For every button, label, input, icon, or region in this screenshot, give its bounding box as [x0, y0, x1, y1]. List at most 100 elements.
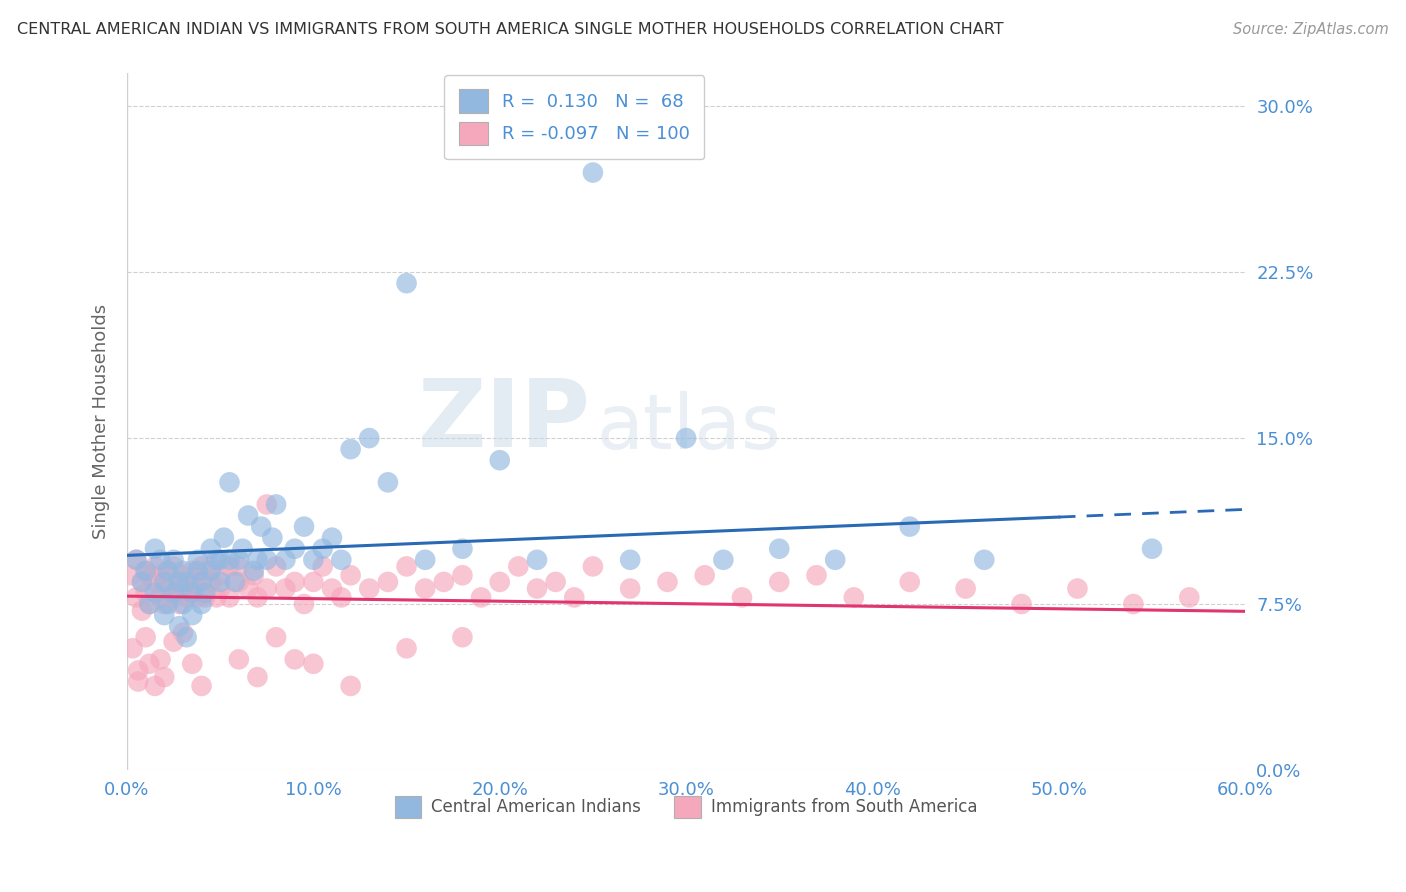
- Point: [1122, 597, 1144, 611]
- Point: [218, 591, 240, 605]
- Point: [153, 574, 176, 589]
- Point: [209, 574, 232, 589]
- Point: [156, 574, 179, 589]
- Point: [955, 582, 977, 596]
- Point: [451, 630, 474, 644]
- Point: [176, 630, 198, 644]
- Point: [228, 652, 250, 666]
- Text: ZIP: ZIP: [418, 376, 591, 467]
- Point: [181, 608, 204, 623]
- Point: [187, 568, 209, 582]
- Point: [181, 657, 204, 671]
- Point: [162, 553, 184, 567]
- Point: [675, 431, 697, 445]
- Point: [190, 597, 212, 611]
- Point: [711, 553, 734, 567]
- Point: [451, 568, 474, 582]
- Point: [232, 541, 254, 556]
- Point: [125, 553, 148, 567]
- Point: [149, 591, 172, 605]
- Point: [149, 553, 172, 567]
- Point: [242, 564, 264, 578]
- Point: [264, 559, 287, 574]
- Point: [339, 679, 361, 693]
- Point: [200, 574, 222, 589]
- Point: [657, 574, 679, 589]
- Point: [302, 657, 325, 671]
- Point: [470, 591, 492, 605]
- Point: [172, 568, 194, 582]
- Point: [413, 582, 436, 596]
- Point: [205, 591, 228, 605]
- Point: [181, 582, 204, 596]
- Point: [127, 674, 149, 689]
- Point: [377, 574, 399, 589]
- Point: [190, 679, 212, 693]
- Point: [176, 591, 198, 605]
- Point: [187, 564, 209, 578]
- Point: [898, 519, 921, 533]
- Point: [321, 582, 343, 596]
- Point: [526, 553, 548, 567]
- Point: [256, 498, 278, 512]
- Point: [127, 664, 149, 678]
- Point: [619, 553, 641, 567]
- Point: [143, 586, 166, 600]
- Point: [209, 582, 232, 596]
- Point: [156, 564, 179, 578]
- Text: CENTRAL AMERICAN INDIAN VS IMMIGRANTS FROM SOUTH AMERICA SINGLE MOTHER HOUSEHOLD: CENTRAL AMERICAN INDIAN VS IMMIGRANTS FR…: [17, 22, 1004, 37]
- Point: [135, 586, 157, 600]
- Point: [167, 582, 190, 596]
- Point: [264, 498, 287, 512]
- Point: [162, 634, 184, 648]
- Point: [693, 568, 716, 582]
- Point: [149, 652, 172, 666]
- Point: [246, 591, 269, 605]
- Point: [194, 591, 217, 605]
- Point: [359, 431, 381, 445]
- Point: [395, 559, 418, 574]
- Point: [172, 597, 194, 611]
- Point: [153, 597, 176, 611]
- Point: [153, 582, 176, 596]
- Point: [433, 574, 456, 589]
- Point: [181, 586, 204, 600]
- Point: [768, 574, 790, 589]
- Point: [138, 597, 160, 611]
- Point: [125, 553, 148, 567]
- Point: [302, 553, 325, 567]
- Point: [162, 559, 184, 574]
- Point: [339, 442, 361, 457]
- Point: [973, 553, 995, 567]
- Point: [153, 670, 176, 684]
- Point: [153, 608, 176, 623]
- Point: [1178, 591, 1201, 605]
- Point: [256, 582, 278, 596]
- Point: [212, 531, 235, 545]
- Point: [131, 604, 153, 618]
- Point: [138, 657, 160, 671]
- Point: [187, 591, 209, 605]
- Point: [205, 553, 228, 567]
- Point: [619, 582, 641, 596]
- Point: [200, 541, 222, 556]
- Point: [339, 568, 361, 582]
- Point: [312, 541, 335, 556]
- Point: [488, 574, 510, 589]
- Point: [125, 591, 148, 605]
- Point: [131, 574, 153, 589]
- Point: [120, 568, 142, 582]
- Point: [330, 591, 353, 605]
- Text: Source: ZipAtlas.com: Source: ZipAtlas.com: [1233, 22, 1389, 37]
- Point: [768, 541, 790, 556]
- Text: atlas: atlas: [596, 392, 782, 466]
- Point: [181, 564, 204, 578]
- Point: [190, 559, 212, 574]
- Point: [246, 553, 269, 567]
- Point: [190, 574, 212, 589]
- Point: [187, 553, 209, 567]
- Point: [156, 564, 179, 578]
- Point: [209, 553, 232, 567]
- Point: [135, 564, 157, 578]
- Point: [312, 559, 335, 574]
